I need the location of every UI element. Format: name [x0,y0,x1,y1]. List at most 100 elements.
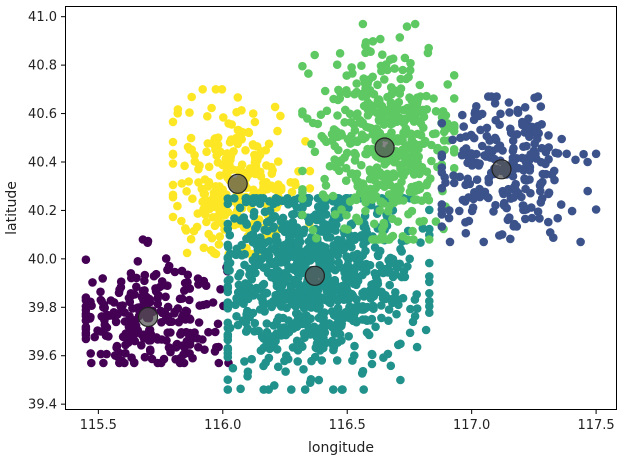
cluster-3-point [341,271,351,280]
cluster-4-point [412,115,422,125]
cluster-4-point [422,167,432,176]
cluster-3-point [367,349,377,359]
cluster-2-point [211,85,221,94]
cluster-3-point [236,384,245,394]
centroids-layer [138,137,512,328]
cluster-5-point [463,174,473,184]
cluster-2-point [274,182,283,191]
cluster-4-point [373,80,382,90]
cluster-2-point [248,109,258,118]
y-tick-label: 40.8 [28,59,57,74]
cluster-3-point [287,385,296,394]
cluster-3-point [292,308,302,318]
cluster-4-point [443,80,453,89]
cluster-2-point [210,221,220,231]
cluster-3-point [300,333,309,343]
cluster-3-point [289,324,298,333]
cluster-2-point [225,137,235,147]
cluster-4-point [310,147,320,157]
cluster-3-point [314,375,324,385]
cluster-3-point [358,302,368,311]
cluster-3-point [393,295,402,304]
cluster-3-point [245,264,254,274]
cluster-3-point [236,216,245,225]
cluster-5-point [437,200,447,209]
cluster-4-point [359,74,369,83]
cluster-5-point [544,131,553,140]
cluster-4-point [372,163,382,172]
cluster-5-point [530,93,539,103]
cluster-1-point [87,301,96,311]
cluster-5-point [536,179,545,188]
x-tick-label: 115.5 [80,418,117,433]
cluster-2-point [256,147,266,156]
cluster-4-point [329,94,338,104]
cluster-5-point [508,136,518,145]
cluster-5-point [545,228,555,237]
cluster-3-point [396,339,405,349]
cluster-3-point [259,194,268,203]
cluster-1-point [90,332,99,342]
cluster-5-point [489,207,498,216]
cluster-4-point [369,219,379,229]
cluster-3-point [223,298,233,307]
cluster-2-point [194,164,203,174]
cluster-3-point [312,215,322,225]
cluster-5-point [469,133,479,143]
cluster-5-point [553,149,563,158]
cluster-4-point [365,147,374,157]
cluster-3-point [344,332,354,341]
cluster-3-point [267,301,276,310]
cluster-3-point [273,236,282,246]
cluster-3-point [373,279,383,289]
cluster-2-point [305,166,315,176]
cluster-5-point [474,161,484,170]
cluster-1-point [161,292,170,302]
cluster-2-point [276,111,285,121]
cluster-3-point [331,327,341,337]
cluster-3-point [381,294,390,304]
cluster-2-point [229,147,238,156]
cluster-1-point [177,266,187,276]
cluster-1-point [86,349,95,358]
cluster-4-point [419,139,428,148]
cluster-5-point [513,108,523,117]
cluster-5-point [448,135,457,145]
cluster-4-point [333,111,342,120]
cluster-4-point [361,198,370,207]
cluster-5-point [506,234,515,244]
cluster-3-point [384,316,393,326]
cluster-3-point [266,245,276,254]
cluster-4-point [353,109,362,118]
cluster-3-point [410,311,420,321]
cluster-4-point [399,128,408,138]
cluster-3-point [425,205,434,215]
cluster-1-point [147,354,157,364]
cluster-4-point [342,210,351,220]
cluster-3-point [281,367,290,376]
cluster-5-point [583,157,592,167]
cluster-3-point [278,196,287,206]
cluster-3-point [253,245,263,255]
cluster-4-point [358,19,368,29]
cluster-2-point [203,112,212,121]
cluster-3-point [276,217,286,226]
cluster-3-point [285,289,295,299]
cluster-1-point [81,311,91,321]
cluster-5-point [503,215,513,225]
cluster-2-point [185,145,194,154]
cluster-3-point [294,242,303,251]
cluster-3-point [322,251,332,261]
cluster-4-point [395,160,405,170]
cluster-3-point [223,199,233,209]
cluster-4-point [384,190,394,199]
cluster-5-point [521,214,530,224]
cluster-3-point [249,207,259,217]
cluster-4-point [409,235,418,244]
cluster-3-point [281,330,291,339]
cluster-2-point [190,150,199,160]
cluster-1-point [138,235,148,244]
cluster-1-point [111,317,121,327]
cluster-1-point [120,317,130,326]
cluster-3-point [425,224,434,234]
